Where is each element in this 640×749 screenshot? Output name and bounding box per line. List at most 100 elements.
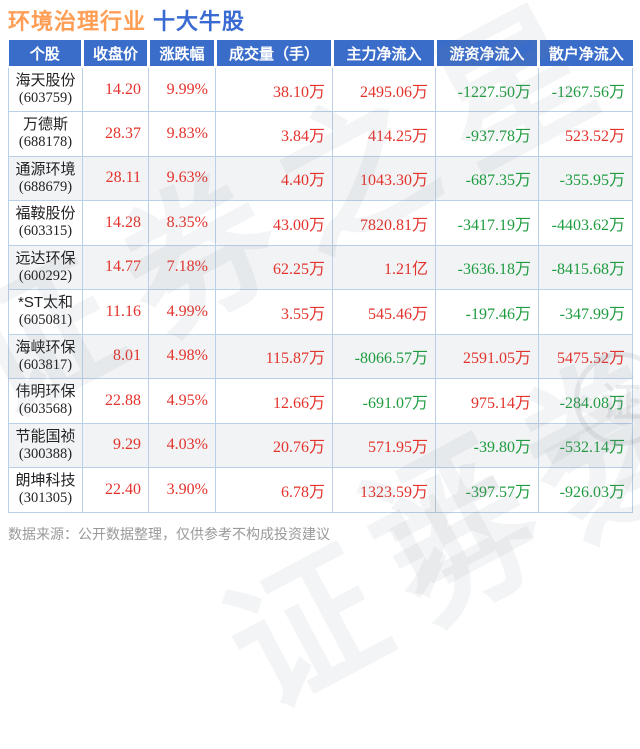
stock-table-header: 个股 收盘价 涨跌幅 成交量（手） 主力净流入 游资净流入 散户净流入 <box>8 40 633 68</box>
table-row: 朗坤科技 (301305) 22.40 3.90% 6.78万 1323.59万 -397.… <box>8 467 633 513</box>
stock-name: 万德斯 <box>22 116 68 134</box>
data-source-note: 数据来源：公开数据整理，仅供参考不构成投资建议 <box>8 526 330 542</box>
retail-inflow-cell: -926.03万 <box>538 467 633 513</box>
main-inflow-cell: 571.95万 <box>332 422 436 468</box>
hot-money-inflow-cell: -197.46万 <box>435 289 539 335</box>
volume-cell: 3.55万 <box>215 289 333 335</box>
volume-cell: 38.10万 <box>215 66 333 112</box>
change-pct-cell: 9.99% <box>148 66 216 112</box>
change-pct-cell: 4.03% <box>148 422 216 468</box>
stock-name: *ST太和 <box>17 294 73 312</box>
table-row: 伟明环保 (603568) 22.88 4.95% 12.66万 -691.07万 975.… <box>8 378 633 424</box>
close-price-cell: 28.37 <box>82 111 149 157</box>
retail-inflow-cell: -532.14万 <box>538 422 633 468</box>
table-row: 福鞍股份 (603315) 14.28 8.35% 43.00万 7820.81万 -341… <box>8 200 633 246</box>
close-price-cell: 14.20 <box>82 66 149 112</box>
stock-cell: 福鞍股份 (603315) <box>8 200 83 246</box>
retail-inflow-cell: -8415.68万 <box>538 244 633 290</box>
main-inflow-cell: 7820.81万 <box>332 200 436 246</box>
change-pct-cell: 3.90% <box>148 467 216 513</box>
stock-code: (600292) <box>18 267 73 284</box>
table-row: 远达环保 (600292) 14.77 7.18% 62.25万 1.21亿 -3636.1… <box>8 244 633 290</box>
stock-name: 海天股份 <box>15 72 76 89</box>
hot-money-inflow-cell: -937.78万 <box>435 111 539 157</box>
change-pct-cell: 9.63% <box>148 155 216 201</box>
retail-inflow-cell: -355.95万 <box>538 155 633 201</box>
volume-cell: 4.40万 <box>215 155 333 201</box>
stock-code: (300388) <box>18 445 73 462</box>
main-inflow-cell: 545.46万 <box>332 289 436 335</box>
stock-cell: *ST太和 (605081) <box>8 289 83 335</box>
main-inflow-cell: 1043.30万 <box>332 155 436 201</box>
change-pct-cell: 4.98% <box>148 333 216 379</box>
title-suffix: 十大牛股 <box>153 9 246 34</box>
main-inflow-cell: 414.25万 <box>332 111 436 157</box>
retail-inflow-cell: -284.08万 <box>538 378 633 424</box>
stock-cell: 节能国祯 (300388) <box>8 422 83 468</box>
table-row: 通源环境 (688679) 28.11 9.63% 4.40万 1043.30万 -687.… <box>8 155 633 201</box>
table-row: 海峡环保 (603817) 8.01 4.98% 115.87万 -8066.57万 259… <box>8 333 633 379</box>
column-header-0: 个股 <box>8 40 83 68</box>
column-header-2: 涨跌幅 <box>147 40 216 68</box>
retail-inflow-cell: 523.52万 <box>538 111 633 157</box>
main-inflow-cell: 1.21亿 <box>332 244 436 290</box>
volume-cell: 62.25万 <box>215 244 333 290</box>
volume-cell: 6.78万 <box>215 467 333 513</box>
stock-table-body: 海天股份 (603759) 14.20 9.99% 38.10万 2495.06万 -122… <box>8 66 633 513</box>
stock-code: (603817) <box>18 356 73 373</box>
column-header-6: 散户净流入 <box>537 40 633 68</box>
close-price-cell: 28.11 <box>82 155 149 201</box>
main-inflow-cell: -8066.57万 <box>332 333 436 379</box>
hot-money-inflow-cell: -39.80万 <box>435 422 539 468</box>
stock-table: 个股 收盘价 涨跌幅 成交量（手） 主力净流入 游资净流入 散户净流入 海天股份 (60375… <box>8 40 633 513</box>
retail-inflow-cell: -4403.62万 <box>538 200 633 246</box>
stock-cell: 伟明环保 (603568) <box>8 378 83 424</box>
close-price-cell: 8.01 <box>82 333 149 379</box>
hot-money-inflow-cell: 2591.05万 <box>435 333 539 379</box>
main-inflow-cell: -691.07万 <box>332 378 436 424</box>
stock-code: (688679) <box>18 178 73 195</box>
stock-name: 朗坤科技 <box>15 472 76 490</box>
volume-cell: 115.87万 <box>215 333 333 379</box>
hot-money-inflow-cell: -3636.18万 <box>435 244 539 290</box>
stock-name: 节能国祯 <box>15 427 76 445</box>
stock-cell: 海天股份 (603759) <box>8 66 83 112</box>
stock-name: 远达环保 <box>15 249 76 267</box>
hot-money-inflow-cell: -1227.50万 <box>435 66 539 112</box>
hot-money-inflow-cell: 975.14万 <box>435 378 539 424</box>
stock-cell: 朗坤科技 (301305) <box>8 467 83 513</box>
change-pct-cell: 4.95% <box>148 378 216 424</box>
table-row: *ST太和 (605081) 11.16 4.99% 3.55万 545.46万 -197.… <box>8 289 633 335</box>
stock-code: (603759) <box>18 90 73 106</box>
retail-inflow-cell: -1267.56万 <box>538 66 633 112</box>
title-industry: 环境治理行业 <box>8 9 147 34</box>
stock-name: 福鞍股份 <box>15 205 76 223</box>
stock-name: 通源环境 <box>15 160 76 178</box>
close-price-cell: 22.88 <box>82 378 149 424</box>
column-header-5: 游资净流入 <box>434 40 539 68</box>
volume-cell: 12.66万 <box>215 378 333 424</box>
column-header-3: 成交量（手） <box>214 40 333 68</box>
stock-code: (688178) <box>18 134 73 151</box>
change-pct-cell: 7.18% <box>148 244 216 290</box>
change-pct-cell: 8.35% <box>148 200 216 246</box>
stock-cell: 海峡环保 (603817) <box>8 333 83 379</box>
stock-cell: 远达环保 (600292) <box>8 244 83 290</box>
stock-code: (603315) <box>18 223 73 240</box>
volume-cell: 20.76万 <box>215 422 333 468</box>
stock-code: (301305) <box>18 490 73 507</box>
close-price-cell: 14.77 <box>82 244 149 290</box>
change-pct-cell: 9.83% <box>148 111 216 157</box>
stock-name: 伟明环保 <box>15 383 76 401</box>
stock-code: (603568) <box>18 401 73 418</box>
hot-money-inflow-cell: -3417.19万 <box>435 200 539 246</box>
change-pct-cell: 4.99% <box>148 289 216 335</box>
stock-code: (605081) <box>18 312 73 329</box>
retail-inflow-cell: 5475.52万 <box>538 333 633 379</box>
volume-cell: 43.00万 <box>215 200 333 246</box>
column-header-1: 收盘价 <box>81 40 149 68</box>
main-inflow-cell: 2495.06万 <box>332 66 436 112</box>
retail-inflow-cell: -347.99万 <box>538 289 633 335</box>
header-row: 个股 收盘价 涨跌幅 成交量（手） 主力净流入 游资净流入 散户净流入 <box>8 40 633 68</box>
table-row: 节能国祯 (300388) 9.29 4.03% 20.76万 571.95万 -39.80… <box>8 422 633 468</box>
